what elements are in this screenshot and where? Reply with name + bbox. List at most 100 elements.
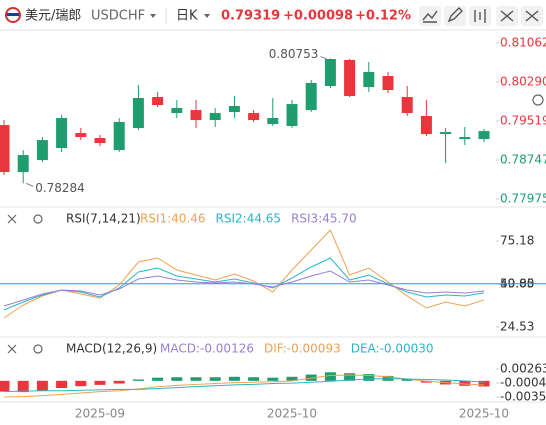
y-tick-label: -0.00359 xyxy=(500,389,546,403)
legend-entry: DIF:-0.00093 xyxy=(264,342,341,356)
candle-body xyxy=(171,108,183,114)
annotation-leader xyxy=(320,56,327,60)
candle-body xyxy=(56,118,68,149)
macd-bar xyxy=(0,380,10,392)
candle-body xyxy=(478,131,490,140)
candle-body xyxy=(305,83,317,111)
symbol-name[interactable]: 美元/瑞郎 xyxy=(25,9,81,24)
candle-body xyxy=(75,133,87,138)
panel-title: MACD(12,26,9) xyxy=(66,342,157,356)
candle-body xyxy=(324,59,336,86)
legend-entry: MACD:-0.00126 xyxy=(160,342,254,356)
candle-body xyxy=(440,132,452,135)
candle-body xyxy=(382,75,394,91)
y-tick-label: -0.00048 xyxy=(500,375,546,389)
macd-bar xyxy=(94,380,106,385)
macd-bar xyxy=(228,376,240,381)
rsi-line xyxy=(3,229,485,319)
candle-body xyxy=(420,116,432,135)
candle-body xyxy=(248,113,260,121)
y-tick-label: 0.80290 xyxy=(500,74,546,88)
macd-bar xyxy=(344,373,356,381)
y-tick-label: 24.53 xyxy=(500,320,534,334)
macd-bar xyxy=(152,377,164,381)
legend-entry: RSI1:40.46 xyxy=(140,212,206,226)
candle-body xyxy=(267,118,279,125)
rsi-line xyxy=(3,270,485,307)
high-annotation: 0.80753 xyxy=(269,47,319,61)
x-tick-label: 2025-10 xyxy=(459,407,509,421)
candle-body xyxy=(132,98,144,129)
settings-icon[interactable] xyxy=(33,214,43,224)
dropdown-arrow[interactable] xyxy=(204,14,210,18)
candle-body xyxy=(228,106,240,113)
dropdown-arrow[interactable] xyxy=(150,14,156,18)
macd-bar xyxy=(459,380,471,386)
low-annotation: 0.78284 xyxy=(35,181,85,195)
legend-entry: RSI2:44.65 xyxy=(216,212,282,226)
candle-body xyxy=(363,71,375,88)
y-tick-label: 75.18 xyxy=(500,234,534,248)
macd-bar xyxy=(478,380,490,387)
side-icon[interactable] xyxy=(532,94,544,106)
candle-body xyxy=(0,125,10,173)
candle-body xyxy=(209,113,221,121)
rsi-line xyxy=(3,257,485,311)
y-tick-label: 0.00263 xyxy=(500,362,546,376)
candle-body xyxy=(36,140,48,161)
macd-bar xyxy=(324,372,336,381)
last-price: 0.79319 xyxy=(221,9,280,24)
close-icon[interactable] xyxy=(7,214,17,224)
macd-bar xyxy=(190,377,202,381)
tool-icon xyxy=(500,10,514,22)
y-tick-label: 0.78747 xyxy=(500,152,546,166)
macd-bar xyxy=(171,377,183,381)
period[interactable]: 日K xyxy=(176,9,198,24)
price-change: +0.00098 xyxy=(283,9,353,24)
toolbar xyxy=(419,6,543,26)
macd-bar xyxy=(248,377,260,381)
flag-stripe xyxy=(7,13,19,16)
panel-title: RSI(7,14,21) xyxy=(66,212,141,226)
candle-body xyxy=(286,104,298,127)
macd-bar xyxy=(267,377,279,381)
macd-bar xyxy=(75,380,87,387)
legend-entry: RSI3:45.70 xyxy=(291,212,357,226)
macd-bar xyxy=(363,374,375,381)
panel-icons xyxy=(7,94,544,354)
macd-bar xyxy=(132,379,144,381)
header-bar: 美元/瑞郎 USDCHF 日K 0.79319 +0.00098 +0.12% xyxy=(0,6,546,31)
candle-body xyxy=(459,137,471,140)
legend-entry: DEA:-0.00030 xyxy=(351,342,434,356)
candle-body xyxy=(401,97,413,114)
candle-body xyxy=(17,155,29,173)
tool-icon xyxy=(422,10,438,23)
symbol-code[interactable]: USDCHF xyxy=(91,9,145,24)
tool-button[interactable] xyxy=(444,6,466,26)
macd-bar xyxy=(56,380,68,389)
annotation-leader xyxy=(26,182,34,187)
macd-bar xyxy=(17,380,29,393)
y-tick-label: 0.81062 xyxy=(500,35,546,49)
macd-line xyxy=(3,378,485,393)
tool-icon xyxy=(447,7,463,23)
x-tick-label: 2025-10 xyxy=(267,407,317,421)
close-icon[interactable] xyxy=(7,344,17,354)
candle-body xyxy=(152,97,164,106)
macd-bar xyxy=(209,377,221,381)
candle-body xyxy=(190,110,202,121)
candle-body xyxy=(344,60,356,96)
macd-bar xyxy=(286,376,298,381)
x-tick-label: 2025-09 xyxy=(75,407,125,421)
candle-body xyxy=(113,122,125,151)
macd-bar xyxy=(113,380,125,384)
candle-body xyxy=(94,138,106,144)
macd-bar xyxy=(36,380,48,391)
settings-icon[interactable] xyxy=(33,344,43,354)
tool-icon xyxy=(525,10,539,22)
macd-bar xyxy=(401,379,413,381)
y-tick-label: 0.79519 xyxy=(500,113,546,127)
change-pct: +0.12% xyxy=(355,9,411,24)
y-tick-label: 0.77975 xyxy=(500,191,546,205)
